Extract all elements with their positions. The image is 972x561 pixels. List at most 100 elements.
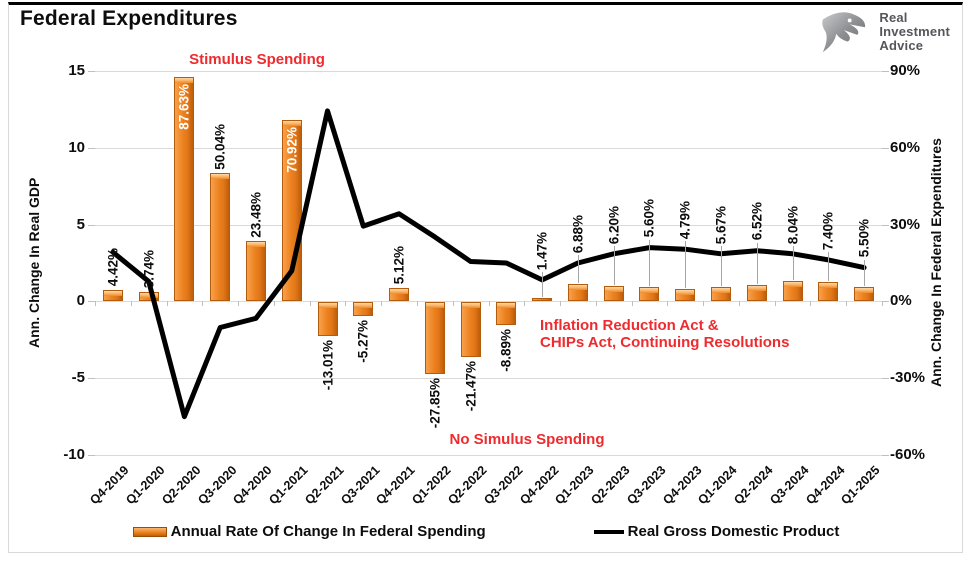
right-axis-tick xyxy=(882,71,889,72)
bar-top-bevel xyxy=(819,283,838,289)
left-axis-tick-label: 10 xyxy=(68,138,85,156)
bar-series-swatch xyxy=(132,526,167,537)
left-axis-tick xyxy=(88,224,95,226)
bar-Q1-2023 xyxy=(567,283,588,302)
bar-Q2-2024 xyxy=(746,284,767,302)
label-leader-line xyxy=(792,245,794,280)
bar-top-bevel xyxy=(712,287,731,293)
bar-Q4-2024 xyxy=(818,282,839,302)
category-tick xyxy=(810,301,812,307)
gridline xyxy=(95,378,882,380)
right-axis-tick xyxy=(882,455,889,456)
category-tick xyxy=(631,301,633,307)
bar-data-label: 1.47% xyxy=(534,231,550,270)
category-tick xyxy=(130,301,132,307)
bar-Q1-2024 xyxy=(711,286,732,302)
category-tick xyxy=(595,301,597,307)
left-axis-tick xyxy=(88,455,95,456)
category-tick xyxy=(846,301,848,307)
annotation-no-stimulus: No Simulus Spending xyxy=(449,431,605,448)
category-tick xyxy=(524,301,526,307)
bar-Q3-2020 xyxy=(210,173,231,302)
label-leader-line xyxy=(828,251,830,282)
right-axis-title: Ann. Change In Federal Expenditures xyxy=(928,138,944,388)
left-axis-tick xyxy=(88,147,95,149)
legend-item-line: Real Gross Domestic Product xyxy=(593,523,840,540)
chart-frame xyxy=(8,2,963,553)
bar-top-bevel xyxy=(640,288,659,294)
left-axis-tick xyxy=(88,71,95,72)
bar-top-bevel xyxy=(103,291,122,297)
bar-data-label: 4.79% xyxy=(677,200,693,240)
bar-data-label: 5.50% xyxy=(856,219,872,258)
category-tick xyxy=(345,301,347,307)
bar-Q3-2023 xyxy=(639,287,660,302)
bar-Q2-2021 xyxy=(317,302,338,336)
bar-Q4-2022 xyxy=(532,297,553,302)
right-axis-tick xyxy=(882,224,889,226)
eagle-icon xyxy=(813,8,871,56)
bar-Q1-2020 xyxy=(138,291,159,302)
bar-data-label: 7.40% xyxy=(820,211,836,250)
left-axis-tick-label: 5 xyxy=(76,215,85,233)
bar-top-bevel xyxy=(568,284,587,290)
bar-top-bevel xyxy=(747,285,766,291)
bar-top-bevel xyxy=(425,303,444,309)
right-axis-tick-label: 0% xyxy=(890,292,912,310)
legend-label-line: Real Gross Domestic Product xyxy=(627,523,840,540)
category-tick xyxy=(166,301,168,307)
bar-data-label: 5.60% xyxy=(641,199,657,238)
label-leader-line xyxy=(685,241,687,289)
right-axis-tick-label: -30% xyxy=(890,369,926,387)
label-leader-line xyxy=(649,239,651,287)
right-axis-tick xyxy=(882,147,889,149)
left-axis-tick-label: -10 xyxy=(63,446,85,463)
bar-Q2-2023 xyxy=(603,285,624,302)
left-axis-tick xyxy=(88,301,95,303)
category-tick xyxy=(488,301,490,307)
bar-Q4-2021 xyxy=(389,288,410,302)
category-tick xyxy=(238,301,240,307)
bar-top-bevel xyxy=(783,281,802,287)
right-axis-tick-label: 30% xyxy=(890,215,921,233)
annotation-ira-chips: Inflation Reduction Act & CHIPs Act, Con… xyxy=(540,317,790,351)
category-tick xyxy=(882,301,883,307)
label-leader-line xyxy=(542,271,544,297)
bar-data-label: 87.63% xyxy=(176,84,192,130)
category-tick xyxy=(452,301,454,307)
label-leader-line xyxy=(613,245,615,285)
brand-text: Real Investment Advice xyxy=(879,9,950,54)
bar-data-label: -21.47% xyxy=(463,361,479,412)
bar-top-bevel xyxy=(354,303,373,309)
category-tick xyxy=(381,301,383,307)
label-leader-line xyxy=(577,255,579,283)
bar-top-bevel xyxy=(211,174,230,180)
annotation-stimulus: Stimulus Spending xyxy=(189,51,325,68)
category-tick xyxy=(309,301,311,307)
legend-label-bars: Annual Rate Of Change In Federal Spendin… xyxy=(170,523,486,540)
bar-top-bevel xyxy=(855,288,874,294)
bar-top-bevel xyxy=(604,286,623,292)
category-tick xyxy=(774,301,776,307)
left-axis-tick-label: 15 xyxy=(68,62,85,79)
category-tick xyxy=(273,301,275,307)
legend-item-bars: Annual Rate Of Change In Federal Spendin… xyxy=(132,523,486,540)
bar-Q3-2022 xyxy=(496,302,517,326)
bar-Q4-2019 xyxy=(102,290,123,302)
right-axis-tick-label: 60% xyxy=(890,138,921,156)
bar-top-bevel xyxy=(246,242,265,248)
category-tick xyxy=(560,301,562,307)
bar-data-label: -5.27% xyxy=(355,319,371,363)
category-tick xyxy=(95,301,96,307)
bar-top-bevel xyxy=(497,303,516,309)
right-axis-tick xyxy=(882,301,889,303)
bar-data-label: 6.88% xyxy=(570,214,586,253)
label-leader-line xyxy=(721,245,723,286)
bar-top-bevel xyxy=(390,289,409,295)
gridline xyxy=(95,455,882,456)
bar-top-bevel xyxy=(461,303,480,309)
bar-data-label: 3.74% xyxy=(141,249,157,288)
bar-data-label: 50.04% xyxy=(212,123,228,170)
category-tick xyxy=(416,301,418,307)
